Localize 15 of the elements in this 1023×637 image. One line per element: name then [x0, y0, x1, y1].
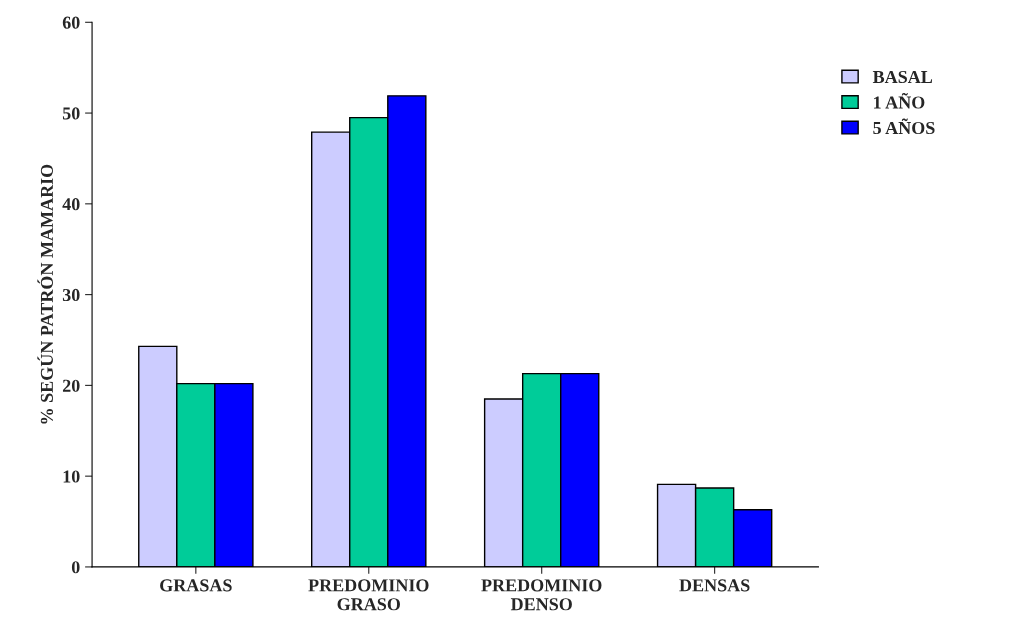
y-tick-label: 50 — [62, 107, 80, 120]
y-tick-label: 40 — [62, 198, 80, 211]
y-tick-label: 0 — [71, 561, 80, 574]
y-tick-label: 20 — [62, 379, 80, 392]
y-axis-title: % SEGÚN PATRÓN MAMARIO — [37, 164, 54, 424]
x-tick-label: PREDOMINIO GRASO — [308, 579, 429, 611]
x-tick-label: PREDOMINIO DENSO — [481, 579, 602, 611]
legend-label: 5 AÑOS — [873, 118, 935, 135]
y-tick-label: 30 — [62, 288, 80, 302]
x-tick-label: DENSAS — [679, 579, 750, 592]
legend-label: 1 AÑO — [874, 92, 925, 109]
y-tick-label: 60 — [62, 16, 80, 29]
legend-label: BASAL — [872, 70, 933, 84]
y-tick-label: 10 — [63, 470, 80, 483]
x-tick-label: GRASAS — [160, 579, 232, 592]
